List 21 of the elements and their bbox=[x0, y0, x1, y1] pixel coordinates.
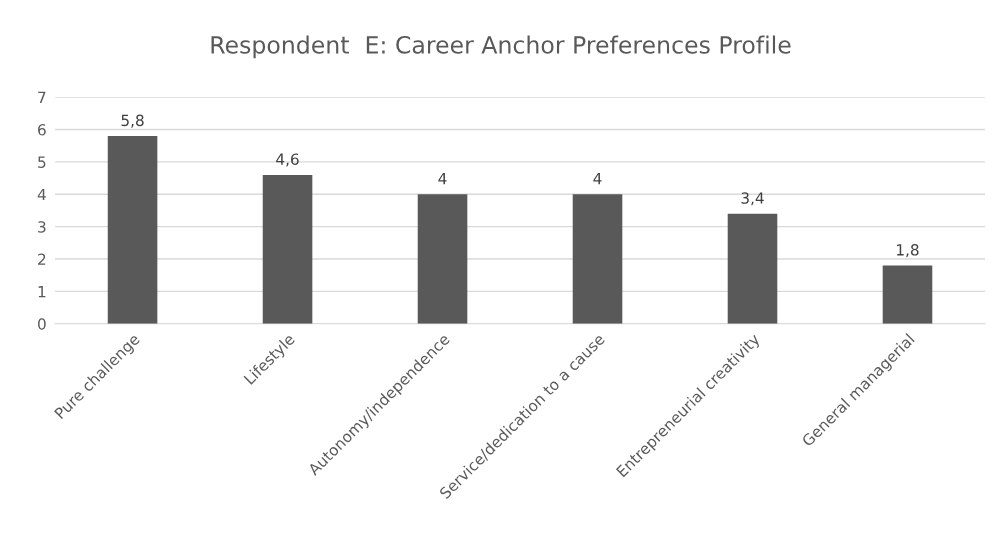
y-tick-label: 1 bbox=[38, 286, 46, 298]
bar bbox=[572, 194, 623, 324]
y-tick-label: 3 bbox=[38, 221, 46, 233]
y-tick-label: 0 bbox=[38, 318, 46, 330]
data-label: 4 bbox=[438, 173, 447, 185]
data-label: 5,8 bbox=[121, 114, 144, 128]
data-label: 3,4 bbox=[741, 192, 764, 206]
data-label: 4,6 bbox=[276, 153, 299, 167]
y-tick-label: 5 bbox=[38, 156, 46, 168]
y-tick-label: 7 bbox=[38, 91, 46, 103]
bar bbox=[262, 174, 313, 324]
y-tick-label: 2 bbox=[38, 253, 46, 265]
bar bbox=[417, 194, 468, 324]
bar bbox=[727, 213, 778, 324]
y-tick-label: 6 bbox=[38, 124, 46, 136]
bar bbox=[107, 136, 158, 324]
y-tick-label: 4 bbox=[37, 188, 46, 201]
bar bbox=[882, 265, 933, 324]
data-label: 4 bbox=[593, 173, 602, 185]
data-label: 1,8 bbox=[897, 244, 919, 258]
chart-title: Respondent E: Career Anchor Preferences Profile bbox=[211, 35, 791, 59]
